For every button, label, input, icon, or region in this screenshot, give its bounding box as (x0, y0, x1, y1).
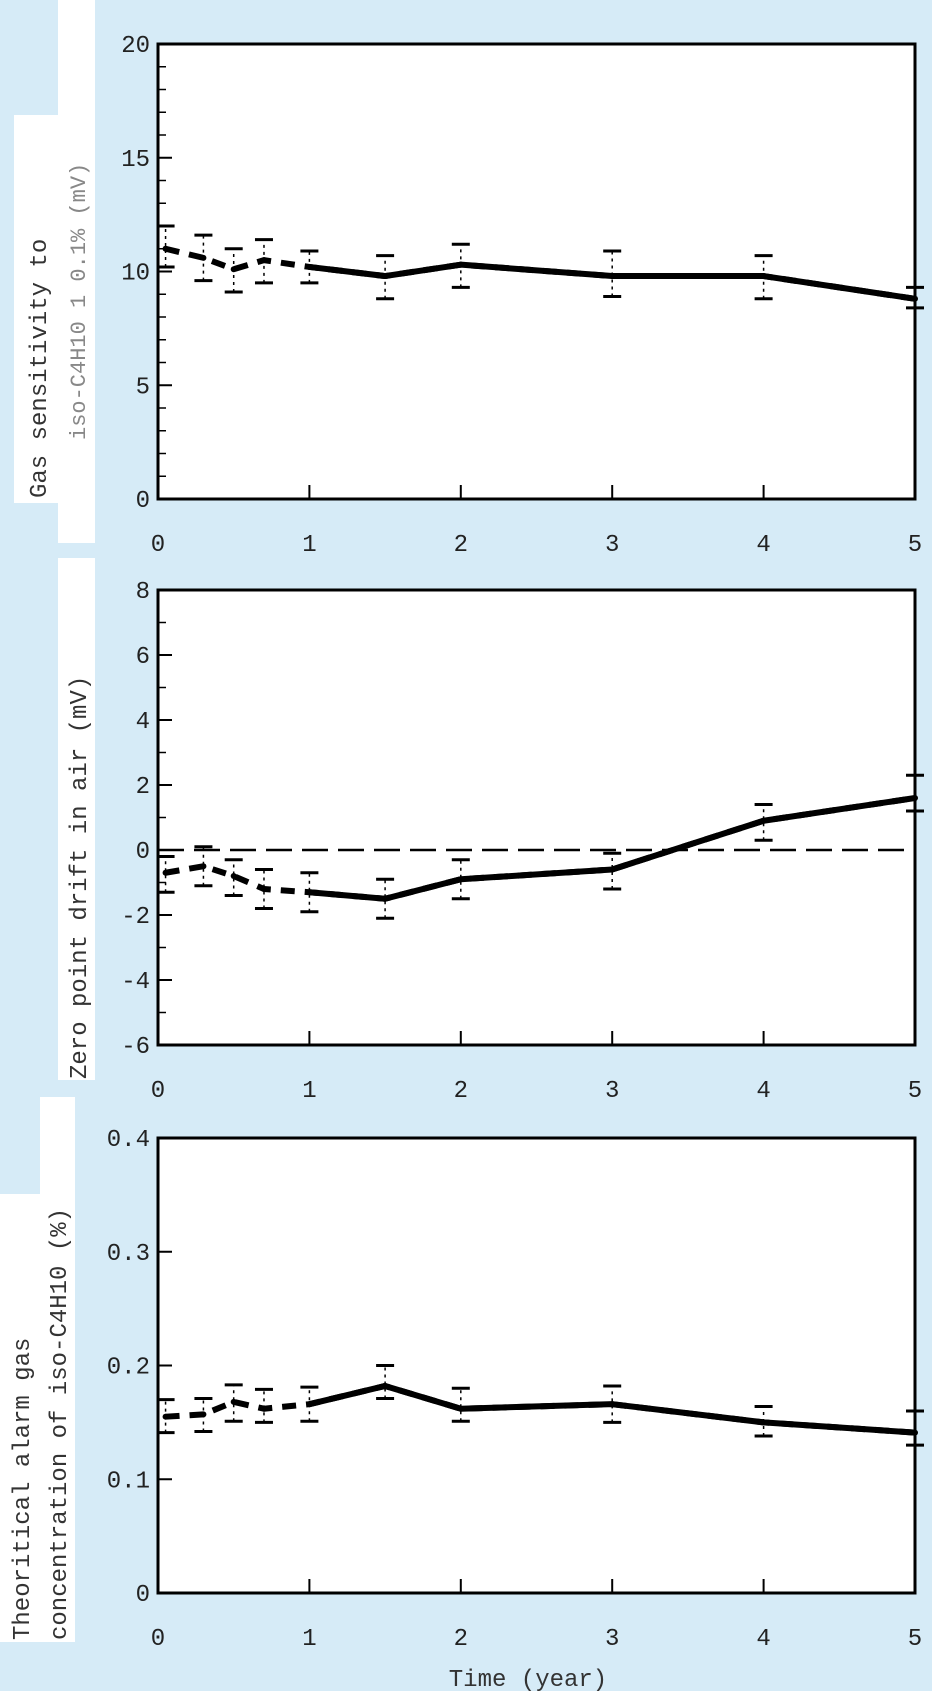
y-tick-label: 2 (136, 774, 150, 801)
x-tick-label: 5 (908, 532, 922, 559)
ylabel-2: Zero point drift in air (mV) (67, 676, 94, 1079)
data-point (457, 1405, 464, 1412)
x-tick-label: 1 (302, 532, 316, 559)
chart-panel-3: 0 0.1 0.2 0.3 0.4 0 1 2 3 4 5 (107, 1127, 924, 1653)
y-tick-label: 6 (136, 644, 150, 671)
x-tick-label: 4 (756, 1626, 770, 1653)
ylabel-panel-1a (58, 0, 95, 543)
data-point (457, 876, 464, 883)
data-point (609, 866, 616, 873)
ylabel-panel-3b (40, 1097, 75, 1642)
y-tick-label: 15 (121, 147, 150, 174)
y-tick-label: 0.1 (107, 1468, 150, 1495)
ylabel-panel-1b (14, 115, 58, 503)
data-point (200, 863, 207, 870)
y-tick-label: 0 (136, 1582, 150, 1609)
y-tick-label: 10 (121, 261, 150, 288)
data-point (200, 254, 207, 261)
ylabel-1-line1: Gas sensitivity to (27, 239, 54, 498)
x-tick-label: 2 (454, 1078, 468, 1105)
plot-area (156, 1136, 917, 1595)
data-point (609, 273, 616, 280)
data-point (260, 257, 267, 264)
x-tick-label: 1 (302, 1626, 316, 1653)
x-tick-label: 1 (302, 1078, 316, 1105)
data-point (162, 245, 169, 252)
x-tick-label: 0 (151, 1078, 165, 1105)
y-tick-label: 0 (136, 488, 150, 515)
ylabel-3-line2: concentration of iso-C4H10 (%) (47, 1208, 74, 1640)
ylabel-1-line2: iso-C4H10 1 0.1% (mV) (67, 163, 92, 440)
series-line (309, 795, 916, 902)
ylabel-3-line1: Theoritical alarm gas (10, 1338, 37, 1640)
data-point (162, 1413, 169, 1420)
data-point (760, 273, 767, 280)
data-point (306, 1401, 313, 1408)
series-line (309, 261, 916, 302)
data-point (230, 266, 237, 273)
ylabel-panel-3a (0, 1194, 40, 1642)
y-tick-label: -4 (121, 969, 150, 996)
y-tick-label: -2 (121, 904, 150, 931)
x-tick-label: 0 (151, 532, 165, 559)
data-point (162, 869, 169, 876)
x-tick-label: 3 (605, 1626, 619, 1653)
chart-panel-2: -6 -4 -2 0 2 4 6 8 0 1 2 3 4 5 (121, 579, 924, 1105)
x-tick-label: 4 (756, 532, 770, 559)
data-point (230, 1398, 237, 1405)
y-tick-label: 0.4 (107, 1127, 150, 1154)
data-point (382, 1382, 389, 1389)
data-point (760, 817, 767, 824)
data-point (760, 1419, 767, 1426)
series-line (308, 1382, 916, 1436)
x-tick-label: 5 (908, 1626, 922, 1653)
data-point (609, 1401, 616, 1408)
x-tick-label: 0 (151, 1626, 165, 1653)
ylabel-panel-2 (58, 558, 95, 1080)
data-point (230, 873, 237, 879)
data-point (457, 261, 464, 268)
x-tick-label: 2 (454, 532, 468, 559)
data-point (912, 295, 918, 302)
data-point (306, 263, 313, 270)
y-tick-label: -6 (121, 1034, 150, 1061)
chart-panel-1: 0 5 10 15 20 0 1 2 3 4 5 (121, 33, 924, 559)
x-tick-label: 2 (454, 1626, 468, 1653)
data-point (912, 795, 918, 801)
y-tick-label: 8 (136, 579, 150, 606)
y-tick-label: 5 (136, 374, 150, 401)
data-point (912, 1429, 918, 1436)
y-tick-label: 20 (121, 33, 150, 60)
x-tick-label: 3 (605, 1078, 619, 1105)
data-point (200, 1411, 207, 1418)
x-tick-label: 3 (605, 532, 619, 559)
data-point (260, 1405, 267, 1412)
y-tick-label: 0 (136, 839, 150, 866)
y-tick-label: 4 (136, 709, 150, 736)
y-tick-label: 0.2 (107, 1355, 150, 1382)
xlabel: Time (year) (449, 1667, 607, 1691)
data-point (306, 889, 313, 896)
x-tick-label: 4 (756, 1078, 770, 1105)
x-tick-label: 5 (908, 1078, 922, 1105)
data-point (382, 895, 389, 902)
y-tick-label: 0.3 (107, 1241, 150, 1268)
data-point (382, 273, 389, 280)
data-point (260, 886, 267, 892)
